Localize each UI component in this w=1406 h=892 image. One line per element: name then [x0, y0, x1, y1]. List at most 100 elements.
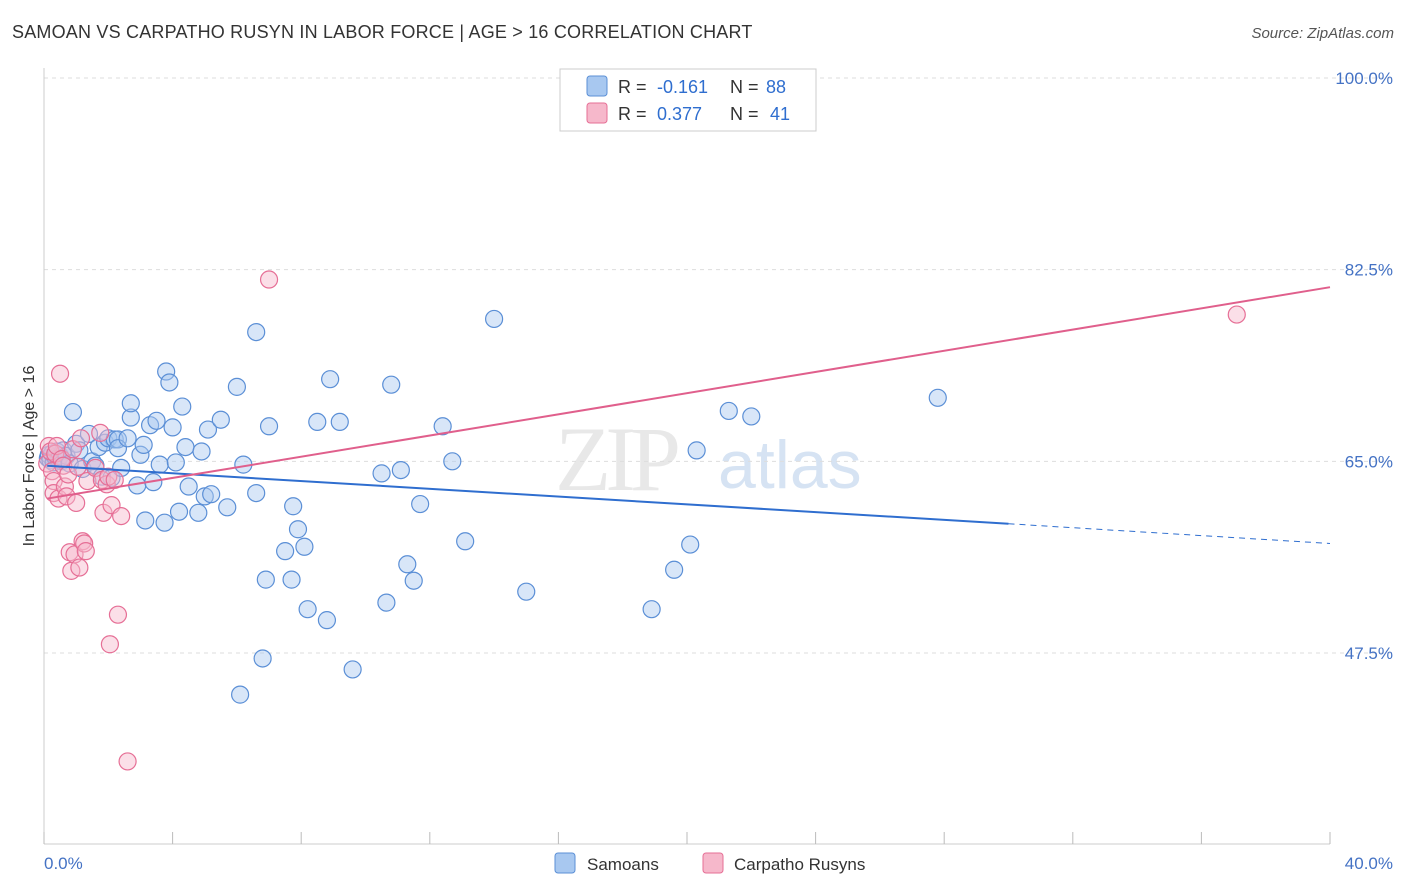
legend-swatch-samoans: [586, 75, 608, 97]
samoans-point: [173, 397, 192, 416]
samoans-point: [298, 600, 317, 619]
legend-n-label-samoans: N =: [730, 77, 759, 97]
chart-title: SAMOAN VS CARPATHO RUSYN IN LABOR FORCE …: [12, 22, 753, 42]
samoans-point: [192, 442, 211, 461]
carpatho-rusyns-point: [71, 429, 91, 448]
samoans-point: [227, 377, 246, 396]
samoans-point: [108, 439, 128, 458]
samoans-point: [928, 388, 947, 407]
samoans-point: [231, 685, 250, 704]
carpatho-rusyns-point: [100, 635, 120, 654]
carpatho-rusyns-point: [118, 752, 137, 771]
samoans-trend-extension: [1008, 523, 1331, 544]
samoans-points: [38, 309, 947, 704]
samoans-point: [121, 394, 140, 413]
samoans-point: [256, 570, 275, 589]
samoans-point: [160, 373, 179, 392]
samoans-point: [276, 542, 295, 561]
samoans-point: [398, 555, 417, 574]
source-label: Source: ZipAtlas.com: [1251, 25, 1394, 42]
samoans-point: [163, 418, 182, 437]
carpatho-rusyns-point: [1227, 305, 1246, 324]
carpatho-rusyns-point: [259, 270, 279, 289]
samoans-point: [411, 494, 430, 514]
y-tick-labels: 47.5% 65.0% 82.5% 100.0%: [1335, 69, 1393, 663]
samoans-point: [433, 417, 452, 436]
carpatho-rusyns-point: [78, 471, 97, 491]
samoans-point: [517, 582, 536, 601]
samoans-point: [136, 511, 155, 530]
watermark-atlas: atlas: [718, 427, 862, 503]
legend-n-value-samoans: 88: [766, 77, 786, 97]
trend-lines: [47, 286, 1331, 544]
samoans-point: [343, 660, 362, 679]
bottom-legend-swatch-samoans: [554, 852, 576, 874]
samoans-trend-line: [47, 464, 1009, 525]
samoans-point: [284, 497, 303, 516]
samoans-point: [642, 600, 661, 619]
samoans-point: [382, 375, 401, 394]
x-axis-ticks: [43, 832, 1331, 844]
samoans-point: [118, 429, 137, 448]
samoans-point: [377, 593, 396, 612]
samoans-point: [198, 420, 218, 439]
samoans-point: [321, 370, 340, 389]
carpatho-rusyns-point: [67, 493, 86, 513]
bottom-legend-label-samoans: Samoans: [587, 855, 659, 874]
samoans-point: [147, 411, 166, 430]
x-tick-label-max: 40.0%: [1345, 854, 1393, 873]
samoans-point: [259, 417, 279, 436]
samoans-point: [150, 455, 169, 474]
samoans-point: [681, 535, 700, 554]
samoans-point: [157, 362, 176, 381]
samoans-point: [134, 435, 153, 455]
samoans-point: [253, 649, 272, 668]
gridlines: [44, 77, 1393, 654]
carpatho-rusyns-point: [50, 364, 70, 383]
samoans-point: [211, 410, 230, 429]
carpatho-rusyns-point: [75, 534, 94, 553]
samoans-point: [247, 322, 266, 342]
carpatho-rusyns-point: [91, 423, 110, 442]
samoans-point: [176, 437, 195, 457]
carpatho-rusyns-point: [70, 558, 89, 577]
samoans-point: [63, 402, 83, 422]
samoans-point: [282, 570, 301, 589]
samoans-point: [687, 441, 706, 460]
samoans-point: [485, 309, 504, 329]
carpatho-rusyns-trend-line: [47, 286, 1331, 500]
samoans-point: [169, 502, 189, 521]
y-tick-label: 82.5%: [1345, 261, 1393, 280]
legend-r-label-carpatho: R =: [618, 104, 647, 124]
legend-n-label-carpatho: N =: [730, 104, 759, 124]
samoans-point: [179, 477, 198, 496]
carpatho-rusyns-point: [108, 605, 128, 624]
bottom-legend-label-carpatho: Carpatho Rusyns: [734, 855, 865, 874]
stats-legend: R = -0.161 N = 88 R = 0.377 N = 41: [559, 68, 817, 132]
samoans-point: [443, 452, 462, 471]
y-tick-label: 65.0%: [1345, 452, 1393, 471]
samoans-point: [131, 445, 150, 464]
y-axis-label: In Labor Force | Age > 16: [21, 366, 38, 547]
samoans-point: [308, 412, 327, 432]
y-tick-label: 47.5%: [1345, 644, 1393, 663]
samoans-point: [288, 520, 308, 539]
legend-swatch-carpatho: [586, 102, 608, 124]
samoans-point: [330, 412, 349, 432]
samoans-point: [456, 532, 475, 551]
samoans-point: [742, 407, 761, 426]
samoans-point: [166, 453, 185, 472]
bottom-legend-swatch-carpatho: [702, 852, 724, 874]
samoans-point: [372, 464, 391, 483]
samoans-point: [665, 560, 684, 579]
samoans-point: [295, 537, 314, 556]
samoans-point: [317, 611, 337, 630]
legend-r-value-carpatho: 0.377: [657, 104, 702, 124]
samoans-point: [121, 408, 140, 427]
carpatho-rusyns-point: [76, 542, 95, 561]
samoans-point: [155, 513, 174, 532]
legend-r-value-samoans: -0.161: [657, 77, 708, 97]
samoans-point: [719, 401, 738, 421]
samoans-point: [202, 485, 221, 504]
